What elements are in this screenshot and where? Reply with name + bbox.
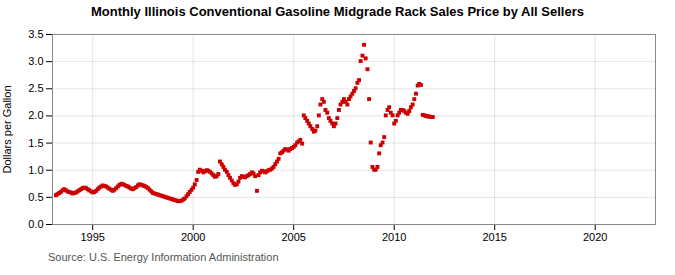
svg-text:0.5: 0.5: [28, 191, 43, 203]
svg-text:2.5: 2.5: [28, 82, 43, 94]
svg-text:3.5: 3.5: [28, 28, 43, 40]
svg-text:2.0: 2.0: [28, 109, 43, 121]
svg-text:2015: 2015: [482, 231, 506, 243]
html-text:Monthly Illinois Conventional: Monthly Illinois Conventional Gasoline M…: [91, 4, 584, 19]
svg-text:1995: 1995: [80, 231, 104, 243]
svg-text:2010: 2010: [382, 231, 406, 243]
svg-text:2005: 2005: [281, 231, 305, 243]
svg-text:0.0: 0.0: [28, 218, 43, 230]
svg-text:1.0: 1.0: [28, 164, 43, 176]
html-text:Source: U.S. Energy Informatio: Source: U.S. Energy Information Administ…: [48, 251, 279, 263]
svg-text:3.0: 3.0: [28, 55, 43, 67]
svg-text:Dollars per Gallon: Dollars per Gallon: [1, 85, 13, 173]
svg-text:2020: 2020: [583, 231, 607, 243]
svg-text:2000: 2000: [181, 231, 205, 243]
svg-text:1.5: 1.5: [28, 137, 43, 149]
